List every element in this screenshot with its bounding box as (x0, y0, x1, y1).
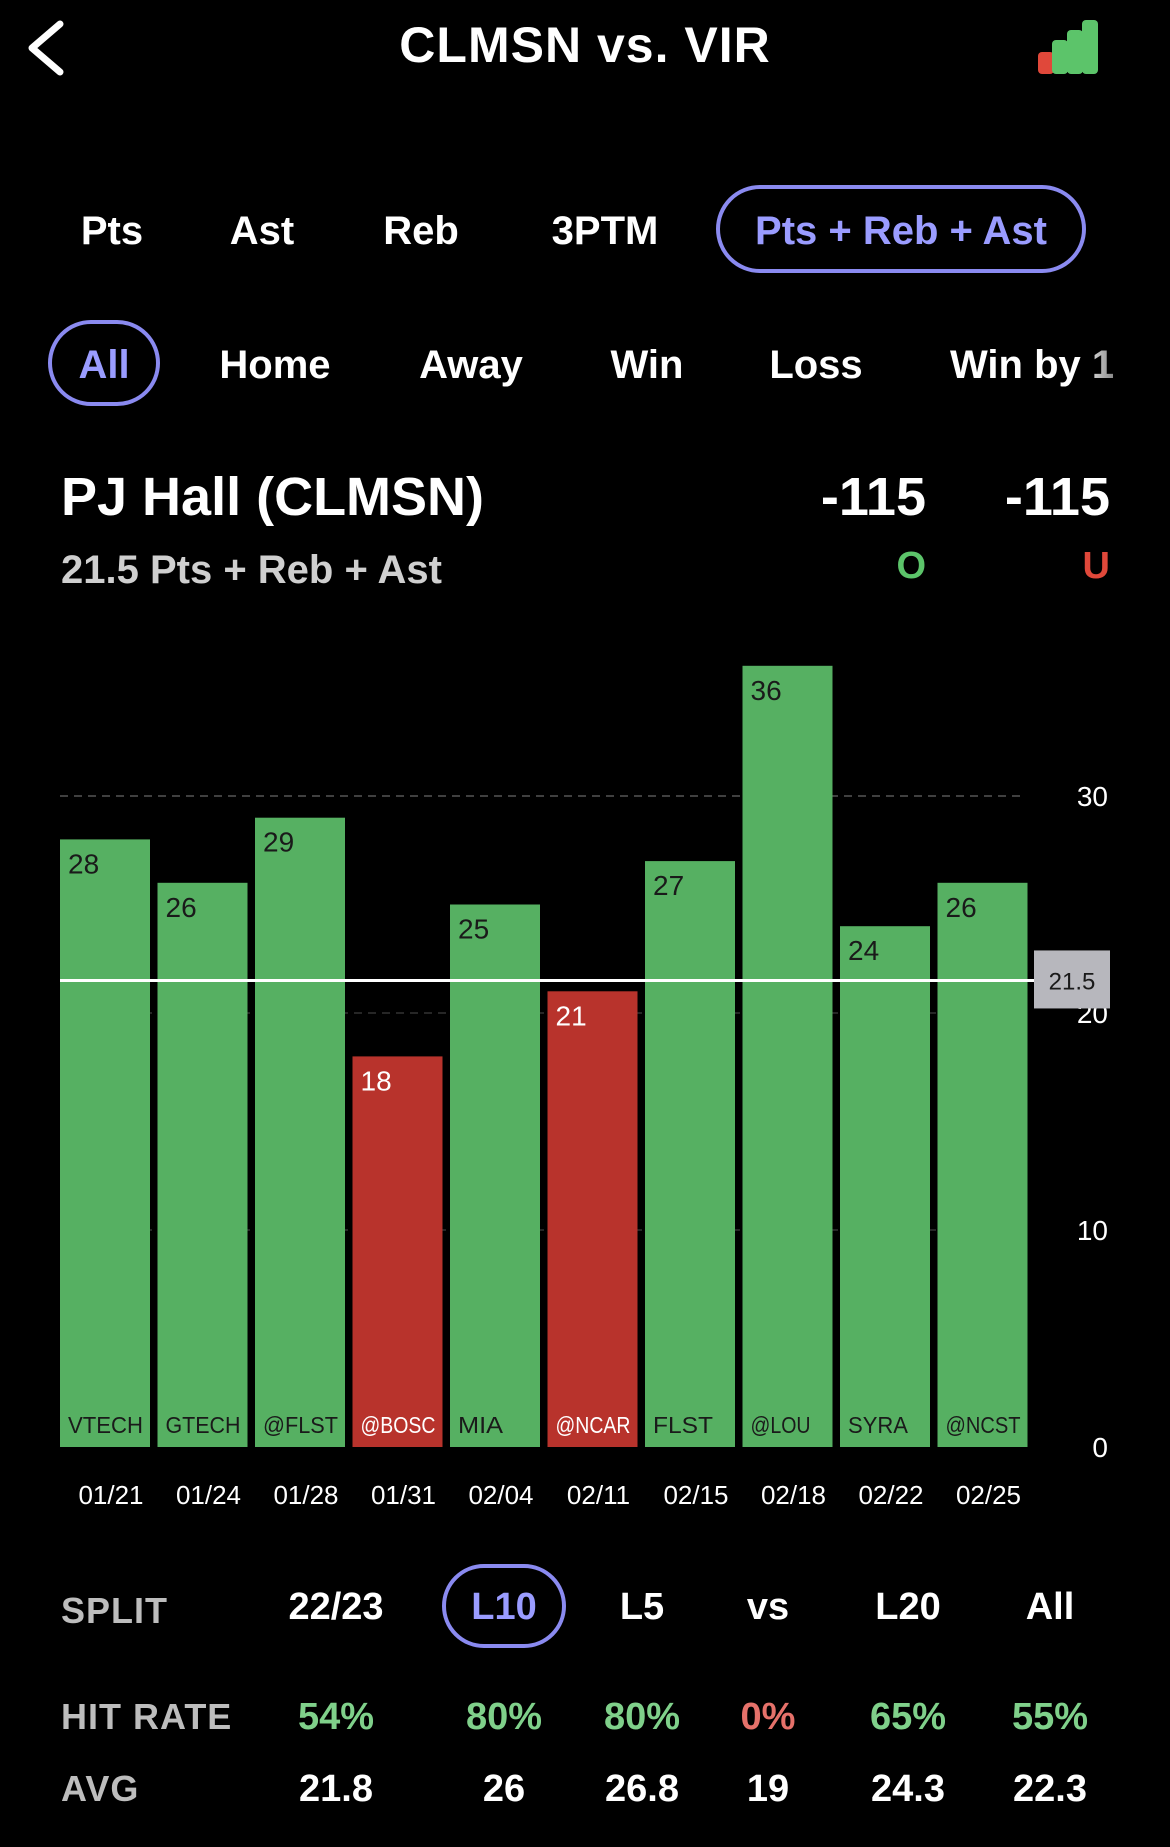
bar-opponent-label: @NCAR (556, 1412, 631, 1438)
tab-reb[interactable]: Reb (383, 209, 459, 253)
player-name: PJ Hall (CLMSN) (61, 467, 485, 527)
split-l20[interactable]: L20 (875, 1586, 941, 1628)
bar-opponent-label: @FLST (263, 1412, 338, 1438)
x-tick-label: 01/28 (273, 1480, 338, 1510)
x-tick-label: 02/18 (761, 1480, 826, 1510)
x-tick-label: 02/04 (468, 1480, 533, 1510)
filter-loss[interactable]: Loss (769, 343, 863, 387)
filter-away[interactable]: Away (419, 343, 523, 387)
over-label: O (896, 545, 926, 587)
split-label: SPLIT (61, 1590, 169, 1631)
bar (840, 926, 930, 1447)
x-tick-label: 02/22 (858, 1480, 923, 1510)
bar (60, 839, 150, 1447)
bar-value-label: 24 (848, 935, 879, 966)
y-tick-label: 0 (1092, 1432, 1108, 1463)
avg-row: AVG 21.8 26 26.8 19 24.3 22.3 (0, 1768, 1170, 1818)
bar (742, 665, 833, 1447)
bar-opponent-label: GTECH (166, 1412, 241, 1438)
x-tick-label: 01/31 (371, 1480, 436, 1510)
bar-value-label: 28 (68, 848, 99, 879)
bar-value-label: 18 (361, 1065, 392, 1096)
split-22-23[interactable]: 22/23 (288, 1586, 384, 1628)
tab-ast[interactable]: Ast (229, 209, 295, 253)
bar (157, 882, 248, 1447)
split-l5[interactable]: L5 (619, 1586, 665, 1628)
avg-vs: 19 (746, 1768, 790, 1810)
avg-22-23: 21.8 (299, 1768, 373, 1810)
x-tick-label: 01/21 (78, 1480, 143, 1510)
header: CLMSN vs. VIR (0, 0, 1170, 100)
y-tick-label: 10 (1077, 1215, 1108, 1246)
filter-tabs: All Home Away Win Loss Win by 1 (0, 320, 1170, 410)
split-l10[interactable]: L10 (442, 1564, 566, 1648)
split-all[interactable]: All (1025, 1586, 1075, 1628)
bar (937, 882, 1028, 1447)
bar-value-label: 29 (263, 827, 294, 858)
stat-tabs: Pts Ast Reb 3PTM Pts + Reb + Ast (0, 185, 1170, 275)
bar (255, 817, 345, 1447)
bar (352, 1056, 443, 1447)
hit-rate-l5: 80% (603, 1696, 681, 1738)
under-label: U (1082, 545, 1110, 587)
hit-rate-l10: 80% (465, 1696, 543, 1738)
filter-all[interactable]: All (48, 320, 160, 406)
bar-value-label: 21 (556, 1000, 587, 1031)
x-tick-label: 01/24 (176, 1480, 241, 1510)
bar-value-label: 27 (653, 870, 684, 901)
splits-header: SPLIT 22/23 L10 L5 vs L20 All (0, 1560, 1170, 1650)
hit-rate-row: HIT RATE 54% 80% 80% 0% 65% 55% (0, 1696, 1170, 1746)
bar-value-label: 26 (166, 892, 197, 923)
page-title: CLMSN vs. VIR (399, 17, 771, 73)
filter-win[interactable]: Win (610, 343, 684, 387)
bar-chart: 010203028VTECH01/2126GTECH01/2429@FLST01… (60, 665, 1110, 1510)
bar (450, 904, 540, 1447)
bar-opponent-label: VTECH (68, 1412, 143, 1438)
hit-rate-l20: 65% (869, 1696, 947, 1738)
tab-pts[interactable]: Pts (80, 209, 144, 253)
prop-line-badge-label: 21.5 (1049, 968, 1096, 995)
filter-home[interactable]: Home (219, 343, 331, 387)
scroll-fade (1080, 320, 1170, 410)
x-tick-label: 02/15 (663, 1480, 728, 1510)
avg-l5: 26.8 (605, 1768, 679, 1810)
hit-rate-all: 55% (1011, 1696, 1089, 1738)
avg-all: 22.3 (1013, 1768, 1087, 1810)
hit-rate-label: HIT RATE (61, 1696, 233, 1737)
bar-chart-icon[interactable] (1036, 18, 1100, 76)
tab-pts-reb-ast[interactable]: Pts + Reb + Ast (716, 185, 1086, 273)
prop-line: 21.5 Pts + Reb + Ast (61, 548, 442, 592)
bar-value-label: 25 (458, 914, 489, 945)
bar-opponent-label: @LOU (751, 1412, 811, 1438)
bar-opponent-label: FLST (653, 1412, 713, 1438)
hit-rate-vs: 0% (740, 1696, 796, 1738)
x-tick-label: 02/25 (956, 1480, 1021, 1510)
bar-opponent-label: @BOSC (361, 1412, 436, 1438)
avg-l20: 24.3 (871, 1768, 945, 1810)
chevron-left-icon[interactable] (22, 18, 72, 78)
hit-rate-22-23: 54% (297, 1696, 375, 1738)
avg-l10: 26 (482, 1768, 526, 1810)
bar-value-label: 36 (751, 675, 782, 706)
bar (645, 861, 735, 1447)
tab-3ptm[interactable]: 3PTM (551, 209, 659, 253)
over-price[interactable]: -115 (820, 467, 926, 527)
bar-opponent-label: SYRA (848, 1412, 909, 1438)
split-vs[interactable]: vs (746, 1586, 790, 1628)
bar-opponent-label: @NCST (946, 1412, 1021, 1438)
bar-opponent-label: MIA (458, 1412, 504, 1438)
prop-line-badge (1034, 950, 1110, 1009)
x-tick-label: 02/11 (567, 1480, 630, 1510)
under-price[interactable]: -115 (1004, 467, 1110, 527)
bar (547, 991, 638, 1447)
bar-value-label: 26 (946, 892, 977, 923)
avg-label: AVG (61, 1768, 140, 1809)
y-tick-label: 30 (1077, 781, 1108, 812)
